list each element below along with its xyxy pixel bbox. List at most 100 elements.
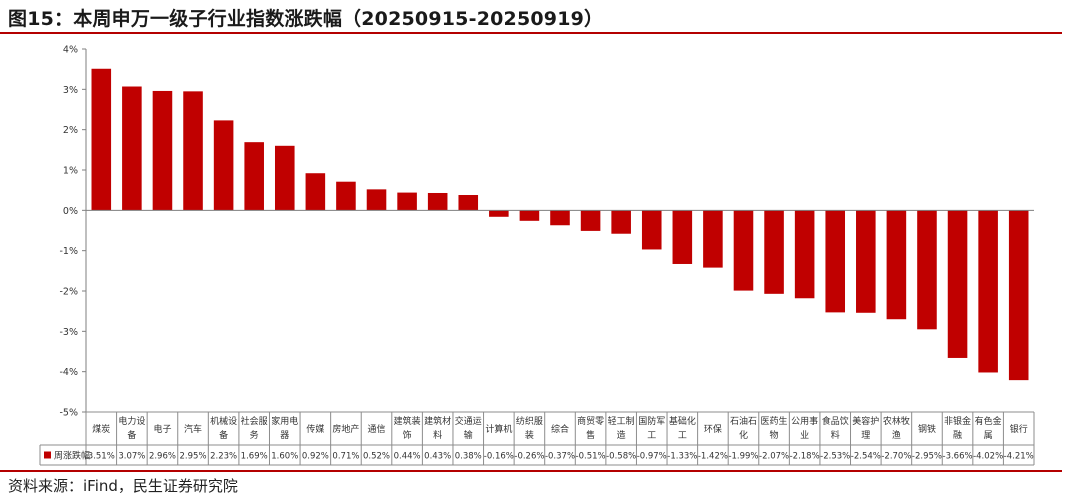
y-tick-label: 1% bbox=[63, 166, 78, 177]
bar bbox=[91, 68, 112, 211]
category-label: 传媒 bbox=[306, 423, 324, 435]
category-label: 务 bbox=[250, 429, 259, 441]
category-label: 基础化 bbox=[669, 415, 696, 427]
value-label: -0.26% bbox=[514, 452, 544, 462]
category-label: 美容护 bbox=[852, 415, 879, 427]
value-label: 0.92% bbox=[302, 452, 329, 462]
value-label: -2.54% bbox=[851, 452, 881, 462]
bar bbox=[917, 210, 937, 330]
value-label: -3.66% bbox=[943, 452, 973, 462]
bar bbox=[856, 210, 876, 313]
bar bbox=[611, 210, 631, 234]
y-tick-label: -5% bbox=[60, 408, 79, 419]
bar bbox=[152, 90, 173, 211]
value-label: 0.71% bbox=[332, 452, 359, 462]
category-label: 造 bbox=[617, 429, 626, 441]
bar bbox=[489, 210, 509, 217]
category-label: 售 bbox=[586, 429, 595, 441]
bar bbox=[274, 145, 295, 211]
bar bbox=[580, 210, 601, 231]
category-label: 交通运 bbox=[455, 415, 482, 427]
category-label: 建筑材 bbox=[424, 415, 451, 427]
category-label: 渔 bbox=[892, 430, 901, 441]
bar bbox=[519, 210, 540, 221]
bar bbox=[244, 142, 264, 211]
value-label: -1.33% bbox=[667, 452, 697, 462]
title-rule bbox=[0, 32, 1062, 34]
category-label: 物 bbox=[770, 429, 779, 441]
chart-title: 图15：本周申万一级子行业指数涨跌幅（20250915-20250919） bbox=[8, 8, 604, 30]
category-label: 汽车 bbox=[184, 423, 202, 435]
value-label: -4.02% bbox=[973, 452, 1003, 462]
bar bbox=[733, 210, 754, 291]
bar bbox=[550, 210, 570, 226]
value-label: 2.23% bbox=[210, 452, 237, 462]
bar bbox=[336, 181, 356, 211]
category-label: 国防军 bbox=[638, 415, 665, 427]
bars bbox=[86, 68, 1034, 381]
value-label: -1.99% bbox=[728, 452, 758, 462]
category-label: 输 bbox=[464, 429, 473, 441]
category-label: 器 bbox=[280, 430, 289, 441]
category-label: 业 bbox=[800, 430, 809, 441]
value-label: -0.51% bbox=[576, 452, 606, 462]
value-label: 0.38% bbox=[455, 452, 482, 462]
category-label: 备 bbox=[127, 429, 136, 441]
bar bbox=[794, 210, 815, 299]
value-label: -0.97% bbox=[637, 452, 667, 462]
value-label: 3.51% bbox=[88, 452, 115, 462]
bar bbox=[122, 86, 142, 211]
category-label: 属 bbox=[984, 430, 993, 441]
bar bbox=[825, 210, 846, 313]
value-label: -1.42% bbox=[698, 452, 728, 462]
category-label: 有色金 bbox=[975, 415, 1002, 427]
category-label: 医药生 bbox=[761, 415, 788, 427]
bar bbox=[305, 173, 326, 211]
category-label: 机械设 bbox=[210, 415, 237, 427]
category-label: 融 bbox=[953, 430, 962, 441]
category-label: 化 bbox=[739, 429, 748, 441]
value-label: 0.44% bbox=[394, 452, 421, 462]
bar-chart: 4% 3% 2% 1% 0% -1% -2% -3% -4% -5% 周涨跌幅 煤炭 3.51% 电力设… bbox=[39, 45, 1035, 466]
category-label: 家用电 bbox=[271, 415, 298, 427]
value-label: -0.16% bbox=[484, 452, 514, 462]
category-label: 饰 bbox=[403, 429, 412, 441]
y-tick-label: 0% bbox=[63, 206, 78, 217]
source-rule bbox=[0, 470, 1062, 472]
category-label: 食品饮 bbox=[822, 415, 849, 427]
legend-swatch bbox=[44, 451, 51, 459]
y-tick-label: -4% bbox=[60, 367, 79, 378]
value-label: -0.58% bbox=[606, 452, 636, 462]
category-label: 轻工制 bbox=[608, 415, 635, 427]
category-label: 装 bbox=[525, 429, 534, 441]
category-label: 理 bbox=[861, 430, 870, 441]
y-tick-label: 3% bbox=[63, 85, 78, 96]
value-label: 0.52% bbox=[363, 452, 390, 462]
category-label: 综合 bbox=[551, 423, 569, 435]
category-label: 农林牧 bbox=[883, 415, 910, 427]
y-tick-label: -3% bbox=[60, 327, 79, 338]
category-label: 备 bbox=[219, 429, 228, 441]
value-label: -2.18% bbox=[790, 452, 820, 462]
value-label: 3.07% bbox=[118, 452, 145, 462]
bar bbox=[458, 195, 479, 211]
bar bbox=[397, 192, 417, 211]
bar bbox=[764, 210, 784, 294]
category-label: 电子 bbox=[153, 423, 171, 435]
category-label: 料 bbox=[831, 429, 840, 441]
y-tick-label: -2% bbox=[60, 287, 79, 298]
value-label: -2.07% bbox=[759, 452, 789, 462]
category-label: 计算机 bbox=[485, 423, 512, 435]
category-label: 电力设 bbox=[118, 415, 145, 427]
category-label: 非银金 bbox=[944, 415, 971, 427]
category-label: 公用事 bbox=[791, 415, 818, 427]
y-tick-label: 4% bbox=[63, 45, 78, 56]
value-label: -2.53% bbox=[820, 452, 850, 462]
value-label: -4.21% bbox=[1004, 452, 1034, 462]
value-label: -0.37% bbox=[545, 452, 575, 462]
bar bbox=[213, 120, 234, 211]
category-label: 社会服 bbox=[241, 415, 268, 427]
value-label: -2.95% bbox=[912, 452, 942, 462]
category-label: 商贸零 bbox=[577, 415, 604, 427]
